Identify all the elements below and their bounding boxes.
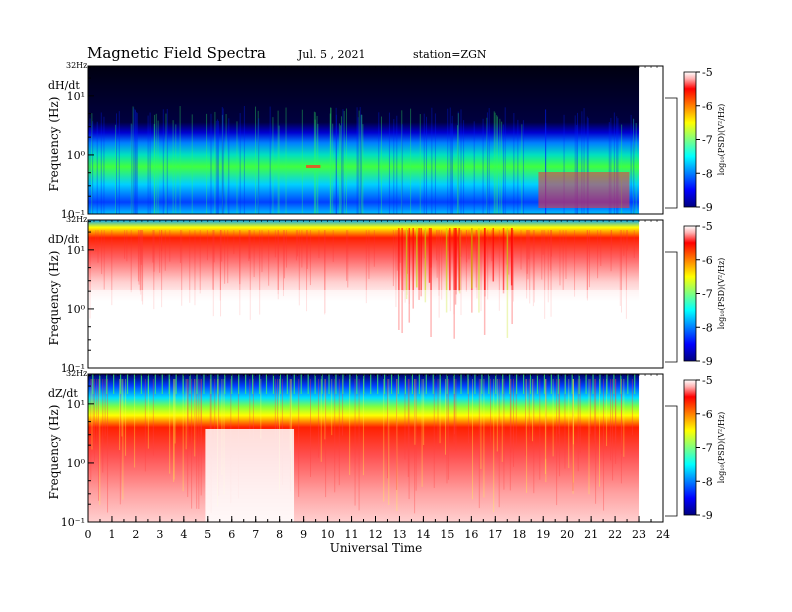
y-tick-label: 10⁰ [67,457,86,470]
colorbar-tick-label: -5 [702,66,713,79]
x-tick-label: 13 [392,528,406,541]
colorbar-label: log₁₀(PSD)(V²/Hz) [717,258,726,330]
spectrogram-texture [88,228,640,368]
x-tick-label: 5 [204,528,211,541]
x-tick-label: 17 [488,528,502,541]
y-tick-label: 10⁰ [67,149,86,162]
x-tick-label: 16 [464,528,478,541]
y-tick-label: 10⁻¹ [61,516,85,529]
colorbar-tick-label: -5 [702,374,713,387]
x-tick-label: 14 [416,528,430,541]
colorbar-tick-label: -6 [702,254,713,267]
x-tick-label: 0 [85,528,92,541]
colorbar: -5 -6 -7 -8 -9 log₁₀(PSD)(V²/Hz) [683,374,726,522]
x-tick-label: 23 [632,528,646,541]
spectrogram-texture [90,374,636,522]
x-tick-label: 22 [608,528,622,541]
y-tick-label: 10¹ [67,244,85,257]
colorbar-tick-label: -9 [702,355,713,368]
top-frequency-label: 32Hz [66,215,87,224]
y-axis-label: Frequency (Hz) [47,405,61,500]
x-tick-label: 11 [345,528,359,541]
colorbar-tick-label: -6 [702,100,713,113]
spectrogram [88,374,640,522]
top-frequency-label: 32Hz [66,61,87,70]
x-tick-label: 9 [300,528,307,541]
x-tick-label: 6 [228,528,235,541]
date-label: Jul. 5 , 2021 [297,48,366,61]
x-tick-label: 7 [252,528,259,541]
colorbar: -5 -6 -7 -8 -9 log₁₀(PSD)(V²/Hz) [683,66,726,214]
x-tick-label: 1 [108,528,115,541]
y-axis-label: Frequency (Hz) [47,97,61,192]
station-label: station=ZGN [413,48,487,61]
top-frequency-label: 32Hz [66,369,87,378]
x-tick-label: 24 [656,528,670,541]
y-tick-label: 10⁻¹ [61,208,85,221]
x-axis: 0 1 2 3 4 5 6 7 8 9 10 11 12 13 14 15 16 17 18 19 20 21 22 23 24 [85,516,670,541]
colorbar-tick-label: -7 [702,442,713,455]
x-tick-label: 4 [180,528,187,541]
y-tick-label: 10¹ [67,90,85,103]
x-tick-label: 15 [440,528,454,541]
x-axis-label: Universal Time [330,541,423,555]
colorbar-tick-label: -7 [702,288,713,301]
x-tick-label: 12 [369,528,383,541]
colorbar-tick-label: -8 [702,321,713,334]
x-tick-label: 8 [276,528,283,541]
y-tick-label: 10¹ [67,398,85,411]
colorbar: -5 -6 -7 -8 -9 log₁₀(PSD)(V²/Hz) [683,220,726,368]
component-label: dZ/dt [48,387,78,400]
colorbar-tick-label: -6 [702,408,713,421]
figure-title: Magnetic Field Spectra [87,44,266,62]
spectrogram-texture [87,106,637,214]
x-tick-label: 10 [321,528,335,541]
colorbar-label: log₁₀(PSD)(V²/Hz) [717,104,726,176]
y-tick-label: 10⁰ [67,303,86,316]
component-label: dH/dt [48,79,80,92]
x-tick-label: 3 [156,528,163,541]
colorbar-tick-label: -9 [702,509,713,522]
x-tick-label: 20 [560,528,574,541]
component-label: dD/dt [48,233,80,246]
x-tick-label: 21 [584,528,598,541]
x-tick-label: 19 [536,528,550,541]
colorbar-tick-label: -8 [702,167,713,180]
y-axis-label: Frequency (Hz) [47,251,61,346]
x-tick-label: 18 [512,528,526,541]
colorbar-tick-label: -5 [702,220,713,233]
x-tick-label: 2 [132,528,139,541]
colorbar-tick-label: -9 [702,201,713,214]
y-tick-label: 10⁻¹ [61,362,85,375]
colorbar-tick-label: -8 [702,475,713,488]
colorbar-tick-label: -7 [702,134,713,147]
colorbar-label: log₁₀(PSD)(V²/Hz) [717,412,726,484]
